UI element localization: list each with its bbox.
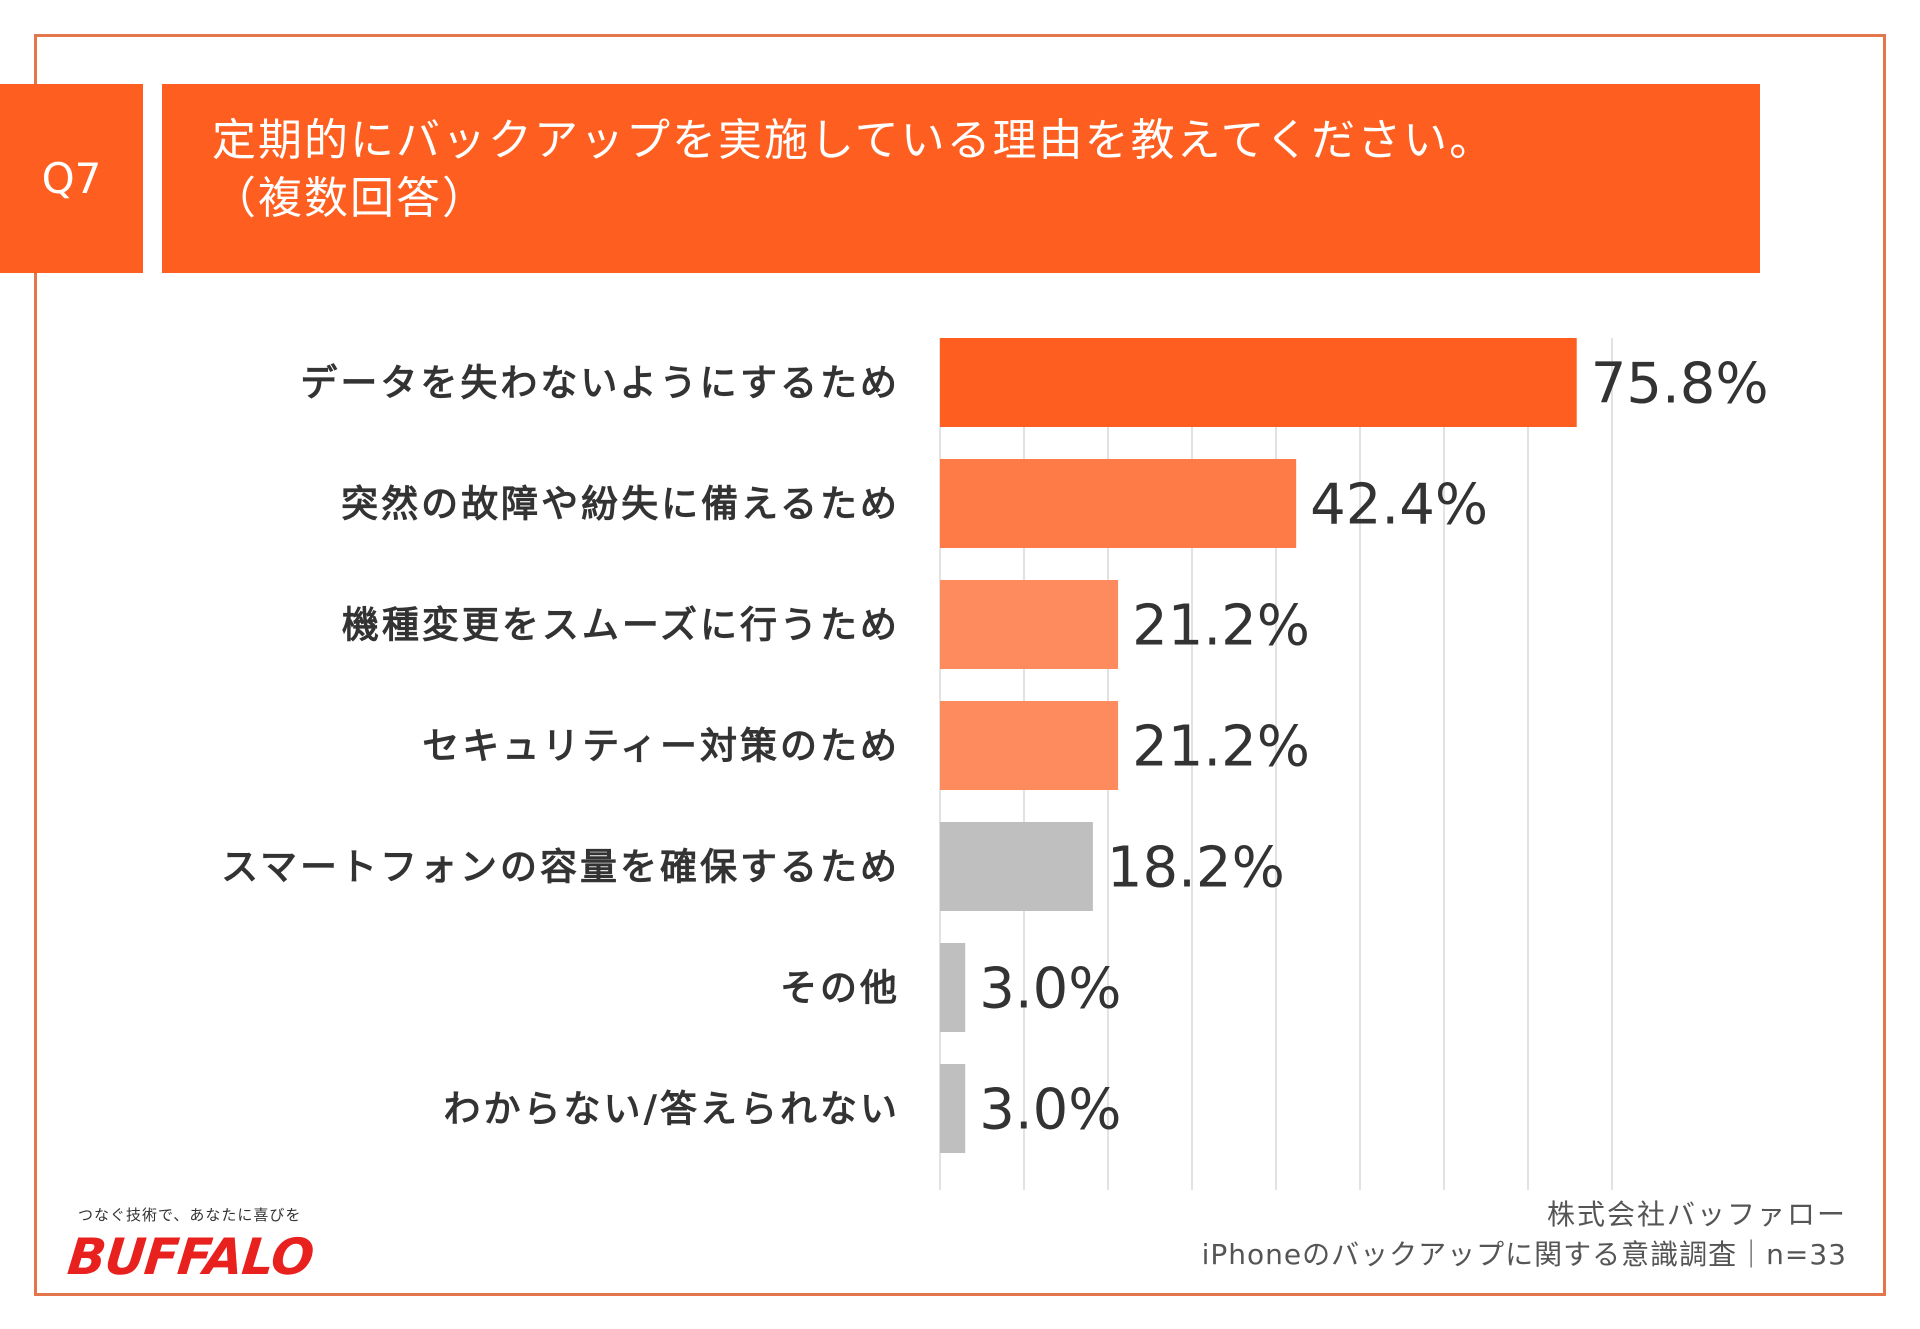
value-label: 18.2% bbox=[1107, 836, 1285, 901]
value-labels: 75.8%42.4%21.2%21.2%18.2%3.0%3.0% bbox=[979, 352, 1768, 1143]
value-label: 75.8% bbox=[1591, 352, 1769, 417]
value-label: 3.0% bbox=[979, 1078, 1121, 1143]
question-note: （複数回答） bbox=[212, 173, 488, 224]
slide-frame bbox=[34, 34, 1886, 1296]
bar bbox=[940, 943, 966, 1032]
question-text: 定期的にバックアップを実施している理由を教えてください。 bbox=[212, 115, 1496, 166]
bar bbox=[940, 338, 1577, 427]
category-label: その他 bbox=[780, 967, 900, 1010]
source-survey: iPhoneのバックアップに関する意識調査｜n=33 bbox=[1201, 1238, 1847, 1271]
value-label: 3.0% bbox=[979, 957, 1121, 1022]
bar bbox=[940, 701, 1119, 790]
buffalo-logo: BUFFALO bbox=[64, 1228, 316, 1286]
value-label: 21.2% bbox=[1132, 594, 1310, 659]
bar bbox=[940, 822, 1093, 911]
value-label: 42.4% bbox=[1310, 473, 1488, 538]
question-banner: 定期的にバックアップを実施している理由を教えてください。 （複数回答） bbox=[162, 84, 1760, 273]
category-label: 突然の故障や紛失に備えるため bbox=[341, 483, 900, 526]
question-number-badge: Q7 bbox=[0, 84, 143, 273]
category-label: データを失わないようにするため bbox=[300, 362, 900, 405]
category-label: セキュリティー対策のため bbox=[422, 725, 900, 768]
question-number: Q7 bbox=[41, 154, 102, 203]
category-label: スマートフォンの容量を確保するため bbox=[221, 846, 900, 889]
bar bbox=[940, 580, 1119, 669]
bar bbox=[940, 459, 1297, 548]
category-labels: データを失わないようにするため突然の故障や紛失に備えるため機種変更をスムーズに行… bbox=[221, 362, 900, 1131]
brand-tagline: つなぐ技術で、あなたに喜びを bbox=[78, 1206, 302, 1224]
category-label: わからない/答えられない bbox=[443, 1088, 900, 1131]
bar bbox=[940, 1064, 966, 1153]
value-label: 21.2% bbox=[1132, 715, 1310, 780]
category-label: 機種変更をスムーズに行うため bbox=[342, 604, 900, 647]
bars bbox=[940, 338, 1577, 1153]
source-company: 株式会社バッファロー bbox=[1546, 1198, 1847, 1231]
